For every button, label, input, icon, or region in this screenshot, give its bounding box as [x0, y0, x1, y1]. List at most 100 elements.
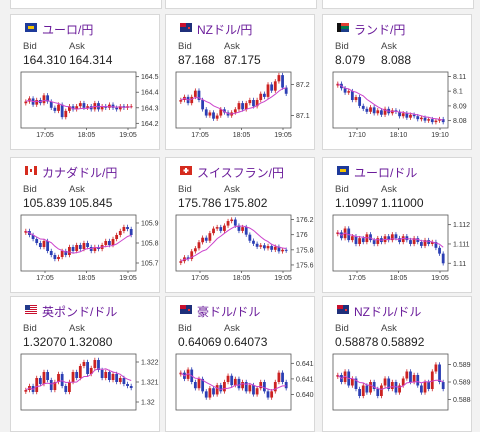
candle-body [204, 391, 208, 398]
candle-body [230, 375, 234, 386]
candle-body [42, 372, 46, 384]
price-chart[interactable]: 87.2 87.1 17:05 18:05 19:05 [174, 70, 314, 146]
candle-body [201, 100, 205, 110]
candle-body [190, 96, 194, 104]
candle-body [434, 242, 438, 248]
price-chart[interactable]: 0.6415 0.641 0.6405 [174, 352, 314, 428]
pair-title[interactable]: 豪ドル/ドル [197, 305, 261, 319]
y-tick-label: 8.11 [453, 74, 466, 81]
candle-body [38, 378, 42, 384]
x-tick-label: 18:05 [390, 275, 408, 282]
rate-card-zar-jpy[interactable]: ランド/円 Bid Ask 8.079 8.088 8.11 8.1 8.09 8.08 17:1… [322, 14, 472, 150]
nz-flag-icon [180, 23, 192, 32]
bid-label: Bid [23, 323, 37, 334]
candle-body [49, 251, 53, 255]
candle-body [262, 93, 266, 97]
pair-title[interactable]: ランド/円 [354, 23, 406, 37]
ask-value: 0.58892 [381, 335, 425, 349]
price-chart[interactable]: 164.5 164.4 164.3 164.2 17:05 18:05 19:05 [19, 70, 159, 146]
candle-body [57, 374, 60, 382]
candle-body [266, 246, 270, 249]
candle-body [212, 388, 215, 395]
candle-body [226, 221, 230, 226]
pair-title[interactable]: ユーロ/円 [42, 23, 94, 37]
y-tick-label: 164.5 [141, 74, 159, 81]
candle-body [401, 236, 405, 243]
rate-card-gbp-usd[interactable]: 英ポンド/ドル Bid Ask 1.32070 1.32080 1.322 1.321 1.3… [10, 296, 160, 432]
rate-card-nzd-usd[interactable]: NZドル/ドルBidAsk0.588780.588920.58950.5890.… [322, 296, 472, 432]
chart-plot-frame [175, 353, 292, 411]
price-chart[interactable]: 8.11 8.1 8.09 8.08 17:10 18:10 19:10 [331, 70, 471, 146]
candle-body [104, 372, 108, 378]
candle-body [284, 382, 288, 389]
candle-body [193, 248, 197, 252]
candle-body [126, 384, 129, 386]
candle-body [190, 251, 194, 259]
candle-body [57, 257, 60, 259]
pair-title[interactable]: 英ポンド/ドル [42, 305, 118, 319]
candle-body [255, 388, 259, 395]
chart-plot-frame [175, 71, 292, 129]
candle-body [390, 234, 394, 241]
candle-body [179, 372, 183, 375]
price-chart[interactable]: 1.322 1.321 1.32 [19, 352, 159, 428]
ask-label: Ask [69, 184, 85, 195]
candle-body [427, 382, 431, 389]
candle-body [427, 240, 431, 244]
candle-body [387, 378, 391, 389]
price-chart[interactable]: 0.5895 0.589 0.5885 [331, 352, 471, 428]
rate-card-chf-jpy[interactable]: スイスフラン/円 Bid Ask 175.786 175.802 176.2 176 175.… [165, 157, 315, 293]
candle-body [244, 227, 248, 235]
pair-title[interactable]: スイスフラン/円 [197, 166, 284, 180]
candle-body [252, 385, 255, 395]
candle-body [60, 104, 64, 118]
ask-value: 87.175 [224, 53, 261, 67]
rate-card-aud-usd[interactable]: 豪ドル/ドルBidAsk0.640690.640730.64150.6410.6… [165, 296, 315, 432]
x-tick-label: 17:10 [348, 132, 366, 139]
candle-body [122, 378, 126, 384]
candle-body [35, 239, 39, 243]
x-tick-label: 17:05 [36, 132, 54, 139]
candle-body [430, 119, 434, 123]
candle-body [281, 372, 284, 382]
moving-average-line [337, 83, 444, 121]
rate-card-nzd-jpy[interactable]: NZドル/円 Bid Ask 87.168 87.175 87.2 87.1 17:05 18:… [165, 14, 315, 150]
candle-body [259, 382, 263, 389]
candle-body [179, 100, 183, 102]
price-chart[interactable]: 1.112 1.111 1.11 17:05 18:05 19:05 [331, 213, 471, 289]
candle-body [281, 75, 284, 88]
price-chart[interactable]: 176.2 176 175.8 175.6 17:05 18:05 19:05 [174, 213, 314, 289]
candle-body [405, 236, 409, 241]
rate-card-cad-jpy[interactable]: カナダドル/円 Bid Ask 105.839 105.845 105.9 105.8 105… [10, 157, 160, 293]
candle-body [53, 382, 57, 390]
moving-average-line [25, 230, 132, 254]
bid-value: 0.64069 [178, 335, 222, 349]
chart-plot-frame [175, 214, 292, 272]
candle-body [75, 106, 79, 110]
moving-average-line [180, 87, 287, 115]
pair-title[interactable]: カナダドル/円 [42, 166, 118, 180]
au-flag-icon [180, 305, 192, 314]
candle-body [107, 241, 111, 245]
candle-body [390, 110, 394, 114]
price-chart[interactable]: 105.9 105.8 105.7 17:05 18:05 19:05 [19, 213, 159, 289]
bid-value: 164.310 [23, 53, 67, 67]
rate-card-eur-jpy[interactable]: ユーロ/円 Bid Ask 164.310 164.314 164.5 164.4 164.3… [10, 14, 160, 150]
candle-body [57, 104, 60, 111]
candle-body [237, 103, 241, 110]
candle-body [398, 385, 401, 393]
candle-body [115, 107, 119, 110]
pair-title[interactable]: NZドル/ドル [354, 305, 422, 319]
bid-label: Bid [335, 41, 349, 52]
candle-body [372, 382, 376, 389]
candle-body [233, 109, 237, 113]
bid-label: Bid [178, 41, 192, 52]
candle-body [201, 237, 205, 243]
pair-title[interactable]: NZドル/円 [197, 23, 253, 37]
candle-body [53, 107, 57, 111]
top-card-edge-2 [165, 0, 317, 9]
y-tick-label: 175.6 [296, 262, 314, 269]
candle-body [376, 110, 380, 114]
rate-card-eur-usd[interactable]: ユーロ/ドル Bid Ask 1.10997 1.11000 1.112 1.111 1.11… [322, 157, 472, 293]
pair-title[interactable]: ユーロ/ドル [354, 166, 418, 180]
